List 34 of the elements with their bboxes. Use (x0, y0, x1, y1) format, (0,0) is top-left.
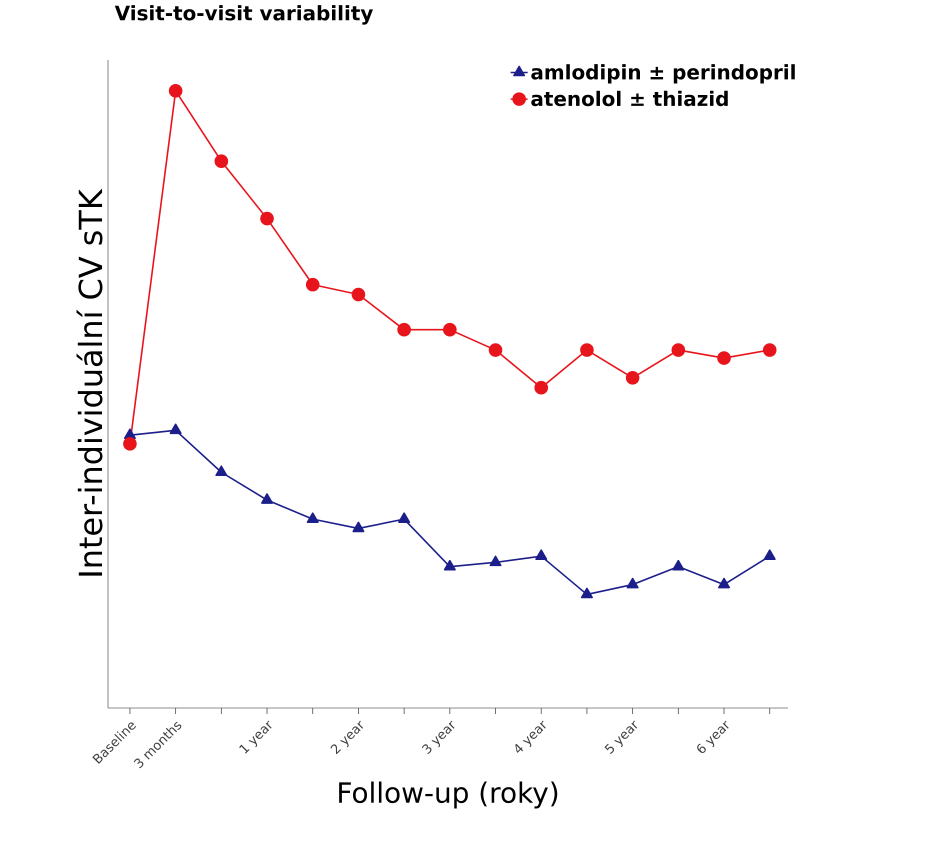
point (261, 493, 274, 504)
point (534, 380, 548, 395)
point (626, 371, 640, 385)
x-axis-title: Follow-up (roky) (339, 782, 558, 809)
point (717, 351, 731, 365)
point (397, 322, 411, 336)
point (170, 423, 182, 434)
point (215, 465, 228, 476)
point (718, 578, 730, 588)
chart-title: Visit-to-visit variability (114, 5, 373, 25)
point (535, 549, 548, 560)
point (398, 512, 410, 523)
point (260, 212, 274, 226)
point (490, 556, 502, 566)
point (580, 343, 594, 357)
point (488, 343, 502, 357)
point (168, 84, 182, 98)
point (352, 288, 366, 302)
point (123, 437, 137, 451)
point (306, 512, 319, 523)
point (626, 578, 639, 588)
point (214, 154, 228, 168)
legend-label: amlodipin ± perindopril (531, 64, 795, 84)
point (672, 343, 686, 357)
point (352, 522, 364, 532)
legend-label: atenolol ± thiazid (531, 90, 728, 106)
y-axis-title: Inter-individuální CV sTK (76, 188, 102, 576)
point (306, 278, 320, 292)
point (672, 560, 684, 570)
point (444, 560, 456, 570)
point (443, 322, 457, 336)
point (764, 549, 776, 560)
point (580, 588, 593, 598)
point (762, 343, 777, 357)
